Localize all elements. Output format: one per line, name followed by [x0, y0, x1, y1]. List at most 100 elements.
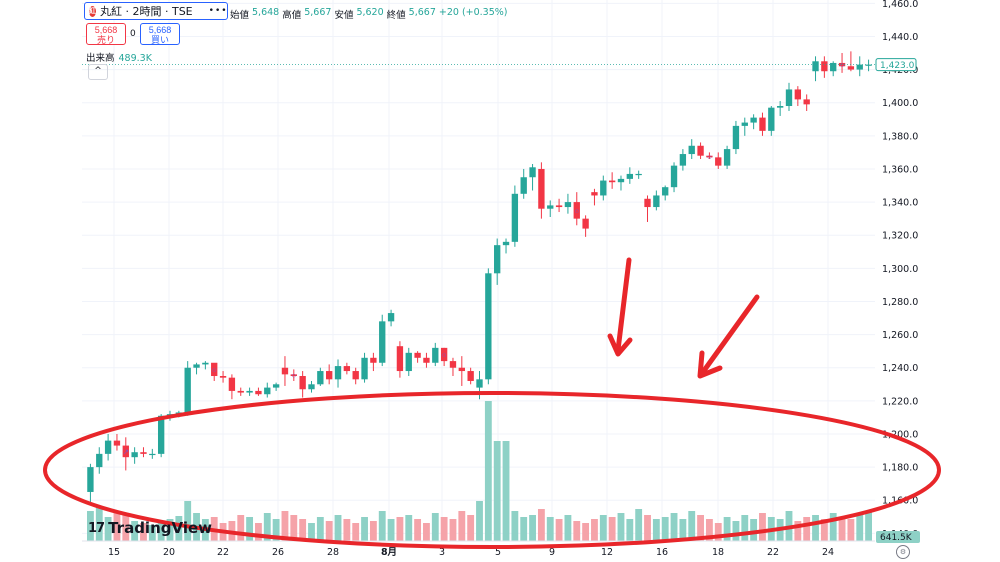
time-tick-label: 18 [712, 547, 724, 558]
candle-body [122, 445, 129, 458]
candle-body [511, 193, 519, 242]
volume-bar [140, 523, 147, 541]
volume-bar [308, 523, 315, 541]
volume-bar [838, 517, 846, 541]
time-tick-label: 16 [656, 547, 668, 558]
volume-bar [113, 513, 121, 541]
candle-body [485, 273, 492, 380]
candle-body [255, 390, 262, 395]
volume-legend: 出来高 489.3K [86, 50, 152, 64]
volume-bar [387, 519, 395, 541]
volume-bar [537, 509, 545, 541]
volume-bar [582, 523, 590, 541]
candle-body [679, 154, 687, 166]
volume-bar [263, 513, 271, 541]
volume-bar [431, 513, 439, 541]
price-tick-label: 1,380.0 [882, 131, 918, 142]
close-value: 5,667 [408, 7, 436, 18]
arrow-2-shaft [700, 294, 760, 375]
time-tick-label: 9 [549, 547, 555, 558]
volume-bar [343, 519, 351, 541]
volume-bar [732, 521, 740, 541]
low-label: 安値 [334, 10, 354, 21]
candle-body [644, 198, 651, 208]
candle-body [538, 168, 545, 209]
time-tick-label: 8月 [381, 547, 397, 558]
candle-body [723, 149, 731, 166]
candle-body [794, 89, 802, 100]
volume-bar [122, 515, 130, 541]
candle-body [856, 64, 863, 70]
price-tick-label: 1,240.0 [882, 363, 918, 374]
price-tick-label: 1,260.0 [882, 330, 918, 341]
candle-body [414, 352, 421, 358]
volume-bar [493, 441, 501, 541]
volume-bar [87, 511, 94, 541]
candle-body [264, 387, 271, 395]
candle-body [458, 367, 465, 372]
candle-body [432, 347, 439, 363]
volume-bar [423, 523, 430, 541]
candle-body [476, 379, 483, 388]
time-tick-label: 26 [272, 547, 284, 558]
volume-bar [281, 511, 289, 541]
collapse-button[interactable]: ^ [88, 64, 108, 80]
candle-body [591, 192, 598, 196]
open-label: 始値 [230, 10, 250, 21]
buy-button[interactable]: 5,668 買い [140, 23, 180, 45]
time-tick-label: 22 [217, 547, 229, 558]
volume-bar [741, 515, 749, 541]
company-logo: 紅 [89, 5, 96, 17]
more-icon[interactable]: ••• [208, 6, 228, 16]
candle-body [573, 202, 580, 219]
sell-button[interactable]: 5,668 売り [86, 23, 126, 45]
volume-bar [290, 515, 298, 541]
candle-body [830, 62, 837, 72]
time-tick-label: 24 [822, 547, 834, 558]
candle-body [785, 89, 793, 107]
volume-bar [175, 516, 183, 541]
candle-body [803, 99, 810, 105]
volume-bar [299, 519, 307, 541]
candle-body [361, 357, 368, 380]
price-tick-label: 1,200.0 [882, 429, 918, 440]
volume-bar [272, 519, 280, 541]
tradingview-wordmark: TradingView [108, 519, 213, 537]
candle-body [104, 440, 112, 454]
candle-body [494, 245, 501, 274]
price-tick-label: 1,400.0 [882, 98, 918, 109]
volume-bar [820, 519, 828, 541]
candle-body [715, 157, 722, 166]
candle-body [246, 390, 253, 393]
symbol-title[interactable]: 丸紅 · 2時間 · TSE [100, 5, 193, 18]
volume-bar [723, 517, 731, 541]
candle-body [555, 205, 563, 208]
symbol-box[interactable]: 紅 丸紅 · 2時間 · TSE ••• [84, 2, 228, 20]
candle-body [281, 367, 289, 375]
candle-body [564, 202, 572, 208]
volume-bar [502, 441, 510, 541]
arrow-1-head [607, 333, 633, 357]
volume-bar [847, 519, 855, 541]
candle-body [202, 362, 209, 365]
volume-bar [316, 517, 324, 541]
buy-price: 5,668 [148, 25, 172, 35]
candle-body [317, 371, 324, 385]
annotations [43, 257, 941, 549]
candle-body [237, 390, 244, 393]
event-marker: ○ [442, 350, 447, 359]
volume-bar [803, 517, 811, 541]
time-tick-label: 15 [108, 547, 120, 558]
price-tick-label: 1,440.0 [882, 32, 918, 43]
volume-label: 出来高 [86, 53, 115, 64]
candle-body [529, 167, 536, 178]
settings-gear-icon[interactable]: ⚙ [896, 545, 910, 559]
candle-body [149, 453, 156, 456]
candle-body [847, 66, 855, 70]
volume-bar [794, 521, 802, 541]
candle-body [582, 218, 589, 229]
volume-bar [361, 517, 368, 541]
volume-bar [608, 517, 616, 541]
low-value: 5,620 [356, 7, 384, 18]
